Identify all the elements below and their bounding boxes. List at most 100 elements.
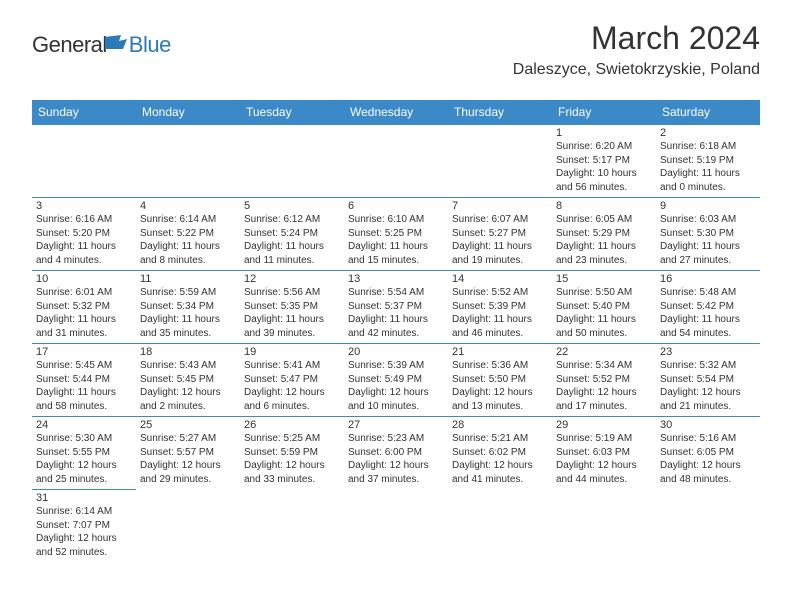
calendar-day-cell: 19Sunrise: 5:41 AMSunset: 5:47 PMDayligh… bbox=[240, 344, 344, 417]
logo-text-blue: Blue bbox=[129, 32, 171, 58]
sunrise-line: Sunrise: 5:43 AM bbox=[140, 359, 236, 373]
daylight-line: Daylight: 11 hours and 8 minutes. bbox=[140, 240, 236, 267]
calendar-day-cell: 7Sunrise: 6:07 AMSunset: 5:27 PMDaylight… bbox=[448, 198, 552, 271]
daylight-line: Daylight: 11 hours and 19 minutes. bbox=[452, 240, 548, 267]
day-number: 1 bbox=[556, 127, 652, 139]
sunrise-line: Sunrise: 6:07 AM bbox=[452, 213, 548, 227]
sunrise-line: Sunrise: 5:23 AM bbox=[348, 432, 444, 446]
calendar-day-cell: 8Sunrise: 6:05 AMSunset: 5:29 PMDaylight… bbox=[552, 198, 656, 271]
daylight-line: Daylight: 12 hours and 10 minutes. bbox=[348, 386, 444, 413]
day-header: Saturday bbox=[656, 100, 760, 125]
daylight-line: Daylight: 12 hours and 21 minutes. bbox=[660, 386, 756, 413]
sunset-line: Sunset: 5:25 PM bbox=[348, 227, 444, 241]
sunrise-line: Sunrise: 5:50 AM bbox=[556, 286, 652, 300]
flag-icon bbox=[105, 35, 127, 56]
sunrise-line: Sunrise: 5:59 AM bbox=[140, 286, 236, 300]
calendar-day-cell: 18Sunrise: 5:43 AMSunset: 5:45 PMDayligh… bbox=[136, 344, 240, 417]
sunset-line: Sunset: 5:59 PM bbox=[244, 446, 340, 460]
calendar-day-cell: 22Sunrise: 5:34 AMSunset: 5:52 PMDayligh… bbox=[552, 344, 656, 417]
calendar-table: Sunday Monday Tuesday Wednesday Thursday… bbox=[32, 100, 760, 563]
day-number: 8 bbox=[556, 200, 652, 212]
day-number: 30 bbox=[660, 419, 756, 431]
calendar-day-cell: 4Sunrise: 6:14 AMSunset: 5:22 PMDaylight… bbox=[136, 198, 240, 271]
day-number: 10 bbox=[36, 273, 132, 285]
month-year: March 2024 bbox=[513, 20, 760, 57]
daylight-line: Daylight: 11 hours and 4 minutes. bbox=[36, 240, 132, 267]
day-number: 22 bbox=[556, 346, 652, 358]
sunset-line: Sunset: 5:57 PM bbox=[140, 446, 236, 460]
calendar-day-cell: 28Sunrise: 5:21 AMSunset: 6:02 PMDayligh… bbox=[448, 417, 552, 490]
sunset-line: Sunset: 5:49 PM bbox=[348, 373, 444, 387]
daylight-line: Daylight: 11 hours and 35 minutes. bbox=[140, 313, 236, 340]
sunrise-line: Sunrise: 6:14 AM bbox=[140, 213, 236, 227]
daylight-line: Daylight: 11 hours and 54 minutes. bbox=[660, 313, 756, 340]
day-number: 17 bbox=[36, 346, 132, 358]
calendar-week-row: 3Sunrise: 6:16 AMSunset: 5:20 PMDaylight… bbox=[32, 198, 760, 271]
sunrise-line: Sunrise: 5:41 AM bbox=[244, 359, 340, 373]
sunset-line: Sunset: 5:29 PM bbox=[556, 227, 652, 241]
calendar-day-cell: 30Sunrise: 5:16 AMSunset: 6:05 PMDayligh… bbox=[656, 417, 760, 490]
daylight-line: Daylight: 12 hours and 2 minutes. bbox=[140, 386, 236, 413]
calendar-day-cell bbox=[240, 490, 344, 563]
calendar-day-cell: 14Sunrise: 5:52 AMSunset: 5:39 PMDayligh… bbox=[448, 271, 552, 344]
logo-text-general: General bbox=[32, 32, 107, 58]
day-header: Wednesday bbox=[344, 100, 448, 125]
sunrise-line: Sunrise: 5:30 AM bbox=[36, 432, 132, 446]
calendar-day-cell: 17Sunrise: 5:45 AMSunset: 5:44 PMDayligh… bbox=[32, 344, 136, 417]
daylight-line: Daylight: 12 hours and 6 minutes. bbox=[244, 386, 340, 413]
day-number: 14 bbox=[452, 273, 548, 285]
day-number: 29 bbox=[556, 419, 652, 431]
calendar-day-cell: 2Sunrise: 6:18 AMSunset: 5:19 PMDaylight… bbox=[656, 125, 760, 198]
sunset-line: Sunset: 6:00 PM bbox=[348, 446, 444, 460]
sunrise-line: Sunrise: 5:45 AM bbox=[36, 359, 132, 373]
calendar-day-cell: 13Sunrise: 5:54 AMSunset: 5:37 PMDayligh… bbox=[344, 271, 448, 344]
sunset-line: Sunset: 7:07 PM bbox=[36, 519, 132, 533]
day-header: Friday bbox=[552, 100, 656, 125]
calendar-header-row: Sunday Monday Tuesday Wednesday Thursday… bbox=[32, 100, 760, 125]
sunrise-line: Sunrise: 5:39 AM bbox=[348, 359, 444, 373]
daylight-line: Daylight: 12 hours and 48 minutes. bbox=[660, 459, 756, 486]
day-number: 26 bbox=[244, 419, 340, 431]
day-number: 3 bbox=[36, 200, 132, 212]
day-number: 2 bbox=[660, 127, 756, 139]
daylight-line: Daylight: 11 hours and 39 minutes. bbox=[244, 313, 340, 340]
calendar-day-cell bbox=[448, 125, 552, 198]
calendar-week-row: 10Sunrise: 6:01 AMSunset: 5:32 PMDayligh… bbox=[32, 271, 760, 344]
logo: General Blue bbox=[32, 32, 171, 58]
calendar-body: 1Sunrise: 6:20 AMSunset: 5:17 PMDaylight… bbox=[32, 125, 760, 563]
calendar-week-row: 17Sunrise: 5:45 AMSunset: 5:44 PMDayligh… bbox=[32, 344, 760, 417]
sunrise-line: Sunrise: 5:27 AM bbox=[140, 432, 236, 446]
day-number: 16 bbox=[660, 273, 756, 285]
sunrise-line: Sunrise: 5:16 AM bbox=[660, 432, 756, 446]
day-number: 19 bbox=[244, 346, 340, 358]
daylight-line: Daylight: 11 hours and 31 minutes. bbox=[36, 313, 132, 340]
sunrise-line: Sunrise: 5:21 AM bbox=[452, 432, 548, 446]
calendar-day-cell bbox=[240, 125, 344, 198]
day-number: 6 bbox=[348, 200, 444, 212]
sunrise-line: Sunrise: 5:25 AM bbox=[244, 432, 340, 446]
sunrise-line: Sunrise: 6:01 AM bbox=[36, 286, 132, 300]
daylight-line: Daylight: 12 hours and 37 minutes. bbox=[348, 459, 444, 486]
sunrise-line: Sunrise: 6:03 AM bbox=[660, 213, 756, 227]
sunrise-line: Sunrise: 5:52 AM bbox=[452, 286, 548, 300]
sunrise-line: Sunrise: 6:16 AM bbox=[36, 213, 132, 227]
calendar-day-cell: 9Sunrise: 6:03 AMSunset: 5:30 PMDaylight… bbox=[656, 198, 760, 271]
day-number: 20 bbox=[348, 346, 444, 358]
sunrise-line: Sunrise: 6:12 AM bbox=[244, 213, 340, 227]
daylight-line: Daylight: 11 hours and 27 minutes. bbox=[660, 240, 756, 267]
calendar-day-cell: 31Sunrise: 6:14 AMSunset: 7:07 PMDayligh… bbox=[32, 490, 136, 563]
day-number: 11 bbox=[140, 273, 236, 285]
sunrise-line: Sunrise: 5:36 AM bbox=[452, 359, 548, 373]
calendar-day-cell: 11Sunrise: 5:59 AMSunset: 5:34 PMDayligh… bbox=[136, 271, 240, 344]
calendar-week-row: 1Sunrise: 6:20 AMSunset: 5:17 PMDaylight… bbox=[32, 125, 760, 198]
calendar-day-cell: 6Sunrise: 6:10 AMSunset: 5:25 PMDaylight… bbox=[344, 198, 448, 271]
daylight-line: Daylight: 12 hours and 13 minutes. bbox=[452, 386, 548, 413]
calendar-day-cell: 25Sunrise: 5:27 AMSunset: 5:57 PMDayligh… bbox=[136, 417, 240, 490]
sunset-line: Sunset: 5:24 PM bbox=[244, 227, 340, 241]
calendar-day-cell: 23Sunrise: 5:32 AMSunset: 5:54 PMDayligh… bbox=[656, 344, 760, 417]
sunrise-line: Sunrise: 5:48 AM bbox=[660, 286, 756, 300]
day-header: Sunday bbox=[32, 100, 136, 125]
day-number: 15 bbox=[556, 273, 652, 285]
calendar-day-cell: 15Sunrise: 5:50 AMSunset: 5:40 PMDayligh… bbox=[552, 271, 656, 344]
day-number: 23 bbox=[660, 346, 756, 358]
